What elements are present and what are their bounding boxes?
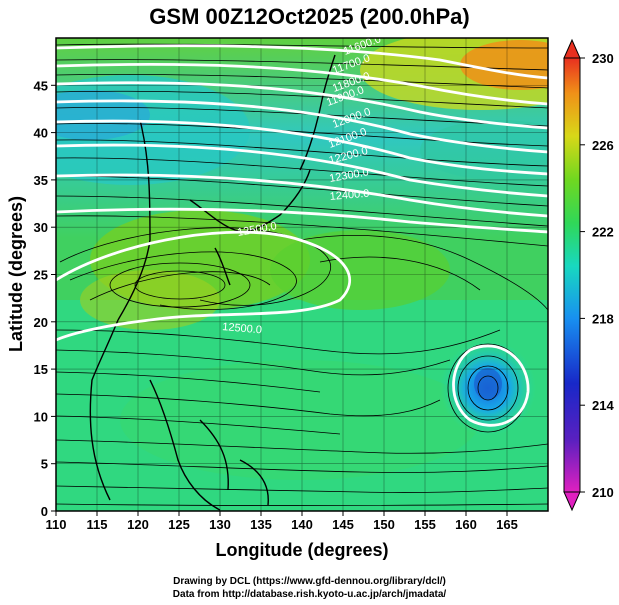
x-tick-label: 115 — [87, 517, 108, 532]
colorbar-tick-label: 230 — [592, 51, 614, 66]
x-tick-label: 130 — [209, 517, 231, 532]
y-tick-label: 45 — [34, 78, 48, 93]
colorbar-tick-label: 218 — [592, 311, 614, 326]
y-tick-label: 15 — [34, 362, 48, 377]
x-tick-label: 155 — [414, 517, 436, 532]
x-axis: 110 115 120 125 130 135 140 145 150 155 160 165 — [46, 511, 518, 532]
colorbar-tick-label: 222 — [592, 225, 614, 240]
x-tick-label: 135 — [250, 517, 272, 532]
colorbar-tick-label: 210 — [592, 485, 614, 500]
height-contours — [56, 44, 548, 427]
y-tick-label: 10 — [34, 409, 48, 424]
y-tick-label: 30 — [34, 220, 48, 235]
colorbar-bottom-arrow — [563, 491, 581, 512]
colorbar: 210 214 218 222 226 230 — [563, 38, 614, 512]
x-tick-label: 145 — [332, 517, 354, 532]
x-axis-label: Longitude (degrees) — [215, 540, 388, 560]
colorbar-tick-label: 226 — [592, 138, 614, 153]
map-title: GSM 00Z12Oct2025 (200.0hPa) — [149, 4, 470, 29]
colorbar-scale — [563, 57, 581, 493]
colorbar-tick-label: 214 — [592, 398, 614, 413]
x-tick-label: 120 — [127, 517, 149, 532]
credit-dcl: Drawing by DCL (https://www.gfd-dennou.o… — [173, 576, 446, 587]
x-tick-label: 150 — [373, 517, 395, 532]
contour-label: 12500.0 — [222, 321, 263, 336]
y-tick-label: 40 — [34, 126, 48, 141]
y-tick-label: 5 — [41, 457, 48, 472]
x-tick-label: 160 — [455, 517, 477, 532]
y-tick-label: 20 — [34, 315, 48, 330]
colorbar-top-arrow — [563, 38, 581, 59]
y-axis: 0 5 10 15 20 25 30 35 40 45 — [34, 78, 56, 519]
contour-label: 12400.0 — [329, 188, 370, 203]
y-tick-label: 0 — [41, 504, 48, 519]
y-tick-label: 35 — [34, 173, 48, 188]
wind-streamlines — [56, 43, 548, 506]
x-tick-label: 165 — [496, 517, 518, 532]
coastlines — [89, 54, 336, 511]
y-axis-label: Latitude (degrees) — [6, 196, 26, 352]
x-tick-label: 125 — [168, 517, 190, 532]
x-tick-label: 140 — [291, 517, 313, 532]
y-tick-label: 25 — [34, 268, 48, 283]
x-tick-label: 110 — [46, 517, 67, 532]
credit-data-source: Data from http://database.rish.kyoto-u.a… — [172, 589, 447, 600]
